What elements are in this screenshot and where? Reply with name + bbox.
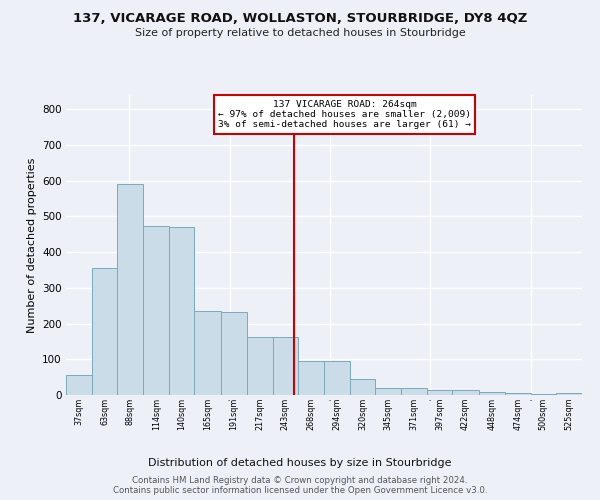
Bar: [247, 337, 273, 395]
Text: 217sqm: 217sqm: [255, 398, 264, 430]
Bar: [117, 184, 143, 395]
Bar: [479, 392, 505, 395]
Bar: [298, 361, 324, 395]
Text: 448sqm: 448sqm: [487, 398, 496, 430]
Text: Size of property relative to detached houses in Stourbridge: Size of property relative to detached ho…: [134, 28, 466, 38]
Text: 371sqm: 371sqm: [410, 398, 419, 430]
Bar: [143, 226, 169, 395]
Text: 422sqm: 422sqm: [461, 398, 470, 430]
Bar: [273, 337, 298, 395]
Text: 345sqm: 345sqm: [384, 398, 393, 430]
Bar: [401, 388, 427, 395]
Bar: [427, 390, 452, 395]
Bar: [92, 268, 117, 395]
Text: 114sqm: 114sqm: [152, 398, 161, 430]
Text: Distribution of detached houses by size in Stourbridge: Distribution of detached houses by size …: [148, 458, 452, 468]
Text: Contains HM Land Registry data © Crown copyright and database right 2024.
Contai: Contains HM Land Registry data © Crown c…: [113, 476, 487, 495]
Text: 320sqm: 320sqm: [358, 398, 367, 430]
Y-axis label: Number of detached properties: Number of detached properties: [26, 158, 37, 332]
Text: 397sqm: 397sqm: [436, 398, 445, 430]
Text: 140sqm: 140sqm: [178, 398, 187, 430]
Bar: [324, 361, 350, 395]
Text: 294sqm: 294sqm: [332, 398, 341, 430]
Bar: [350, 379, 375, 395]
Text: 500sqm: 500sqm: [539, 398, 548, 430]
Bar: [556, 392, 582, 395]
Text: 165sqm: 165sqm: [203, 398, 212, 430]
Text: 474sqm: 474sqm: [513, 398, 522, 430]
Text: 525sqm: 525sqm: [565, 398, 574, 430]
Text: 243sqm: 243sqm: [281, 398, 290, 430]
Bar: [194, 312, 221, 395]
Bar: [452, 390, 479, 395]
Bar: [375, 388, 401, 395]
Text: 88sqm: 88sqm: [126, 398, 135, 425]
Text: 137 VICARAGE ROAD: 264sqm
← 97% of detached houses are smaller (2,009)
3% of sem: 137 VICARAGE ROAD: 264sqm ← 97% of detac…: [218, 100, 471, 130]
Bar: [531, 394, 556, 395]
Text: 191sqm: 191sqm: [229, 398, 238, 430]
Bar: [169, 227, 194, 395]
Bar: [66, 374, 92, 395]
Text: 137, VICARAGE ROAD, WOLLASTON, STOURBRIDGE, DY8 4QZ: 137, VICARAGE ROAD, WOLLASTON, STOURBRID…: [73, 12, 527, 26]
Text: 63sqm: 63sqm: [100, 398, 109, 425]
Text: 268sqm: 268sqm: [307, 398, 316, 430]
Bar: [221, 312, 247, 395]
Bar: [505, 393, 531, 395]
Text: 37sqm: 37sqm: [74, 398, 83, 425]
